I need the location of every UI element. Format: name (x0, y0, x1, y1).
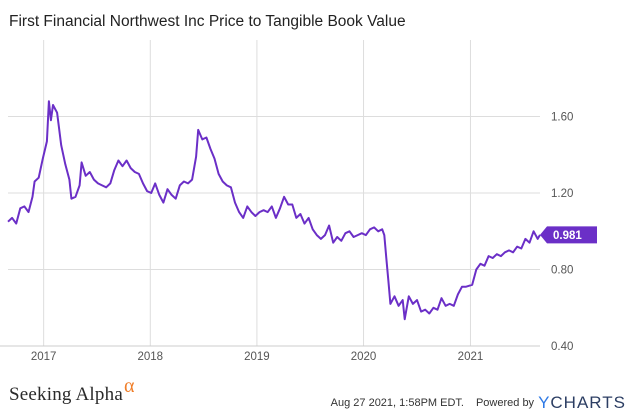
y-tick-label: 0.80 (551, 265, 573, 277)
x-axis-ticks: 2017 2018 2019 2020 2021 (31, 351, 483, 363)
last-value-badge-shape (540, 226, 597, 244)
x-tick-label: 2019 (244, 351, 270, 363)
x-tick-label: 2021 (458, 351, 484, 363)
y-tick-label: 0.40 (551, 341, 573, 353)
alpha-symbol: α (123, 375, 135, 397)
ycharts-rest: CHARTS (550, 393, 626, 412)
ycharts-logo: YCHARTS (538, 393, 626, 413)
series-line (7, 100, 541, 321)
timestamp: Aug 27 2021, 1:58PM EDT. (330, 397, 464, 409)
brand-name: Seeking Alpha (9, 384, 123, 405)
last-value-label: 0.981 (553, 230, 582, 242)
y-tick-label: 1.60 (551, 112, 573, 124)
chart-title: First Financial Northwest Inc Price to T… (9, 13, 406, 30)
last-value-badge: 0.981 (540, 226, 597, 244)
x-tick-label: 2017 (31, 351, 57, 363)
x-tick-label: 2020 (351, 351, 377, 363)
y-tick-label: 1.20 (551, 188, 573, 200)
grid-lines (0, 40, 540, 347)
seeking-alpha-logo: Seeking Alphaα (9, 375, 135, 406)
powered-by-label: Powered by (475, 397, 535, 409)
y-axis-ticks: 0.40 0.80 1.20 1.60 (551, 112, 573, 354)
ycharts-y: Y (538, 393, 551, 412)
x-tick-label: 2018 (137, 351, 163, 363)
chart-footer: Aug 27 2021, 1:58PM EDT. Powered by YCHA… (331, 393, 626, 413)
